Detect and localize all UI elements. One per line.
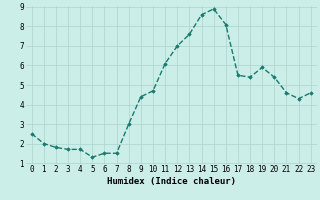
X-axis label: Humidex (Indice chaleur): Humidex (Indice chaleur) <box>107 177 236 186</box>
